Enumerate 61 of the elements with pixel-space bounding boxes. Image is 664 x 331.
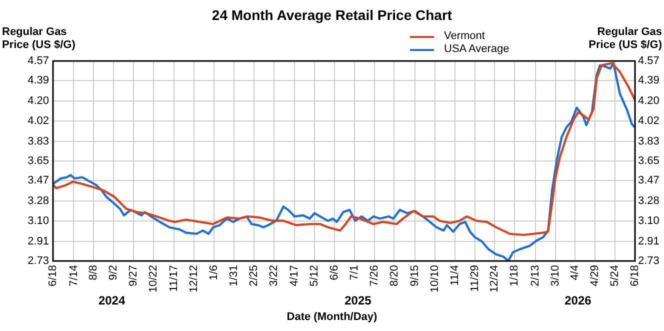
x-tick-label: 7/26 [368,265,380,286]
x-tick-label: 10/10 [428,265,441,293]
text: 2025 [344,293,372,308]
y2-axis-title: Regular Gas Price (US $/G) [588,26,662,52]
y2-tick-label: 4.20 [638,95,660,108]
y2-tick-label: 3.83 [638,135,660,148]
x-tick-label: 11/17 [168,265,180,292]
x-tick-label: 7/1 [348,265,360,280]
legend-label: Vermont [444,30,485,43]
x-tick-label: 7/14 [68,265,80,286]
x-tick-label: 1/6 [208,265,220,280]
x-tick-label: 2/25 [248,265,260,286]
x-tick-label: 8/20 [388,265,400,286]
y-tick-label: 4.20 [28,95,49,108]
text: 2026 [564,293,592,308]
y-tick-label: 2.73 [28,255,49,268]
x-tick-label: 9/15 [408,265,421,286]
y-tick-label: 3.28 [28,195,49,208]
x-tick-label: 1/31 [228,265,240,286]
x-tick-label: 4/29 [589,265,602,286]
x-tick-label: 4/17 [288,265,301,286]
y2-tick-label: 2.73 [638,255,660,268]
x-axis-title: Date (Month/Day) [286,311,378,323]
x-tick-label: 6/6 [328,265,340,280]
x-tick-label: 2/13 [529,265,542,286]
y-tick-label: 4.02 [28,114,49,127]
y-tick-label: 3.47 [28,174,49,187]
y-axis-title: Regular Gas Price (US $/G) [2,26,76,52]
legend-label: USA Average [444,43,510,56]
chart-title: 24 Month Average Retail Price Chart [210,7,454,23]
y2-tick-label: 3.47 [638,174,660,187]
y-tick-label: 2.91 [28,235,49,248]
y-tick-label: 4.39 [28,74,49,87]
x-tick-label: 4/4 [569,265,582,280]
x-tick-label: 6/18 [629,265,642,286]
y-tick-label: 3.65 [28,155,49,168]
x-tick-label: 10/22 [147,265,160,293]
x-tick-label: 11/29 [468,265,481,292]
y2-tick-label: 4.57 [638,55,660,68]
y2-tick-label: 3.28 [638,195,660,208]
y-tick-label: 4.57 [28,55,49,68]
x-tick-label: 5/24 [609,265,622,286]
x-tick-label: 9/2 [108,265,120,280]
y-tick-label: 3.10 [28,214,49,227]
x-tick-label: 5/12 [308,265,321,286]
x-tick-label: 3/10 [549,265,562,286]
y2-tick-label: 4.39 [638,74,660,87]
x-tick-label: 1/18 [508,265,521,286]
y2-tick-label: 2.91 [638,235,660,248]
x-tick-label: 12/24 [488,265,501,293]
x-tick-label: 8/8 [88,265,100,280]
x-tick-label: 6/18 [47,265,60,286]
x-tick-label: 11/4 [448,265,461,286]
y2-tick-label: 3.65 [638,155,660,168]
x-tick-label: 12/12 [188,265,200,293]
x-tick-label: 3/22 [268,265,280,286]
x-tick-label: 9/27 [128,265,140,286]
text: 2024 [98,293,126,308]
y-tick-label: 3.83 [28,135,49,148]
y2-tick-label: 3.10 [638,214,660,227]
y2-tick-label: 4.02 [638,114,660,127]
